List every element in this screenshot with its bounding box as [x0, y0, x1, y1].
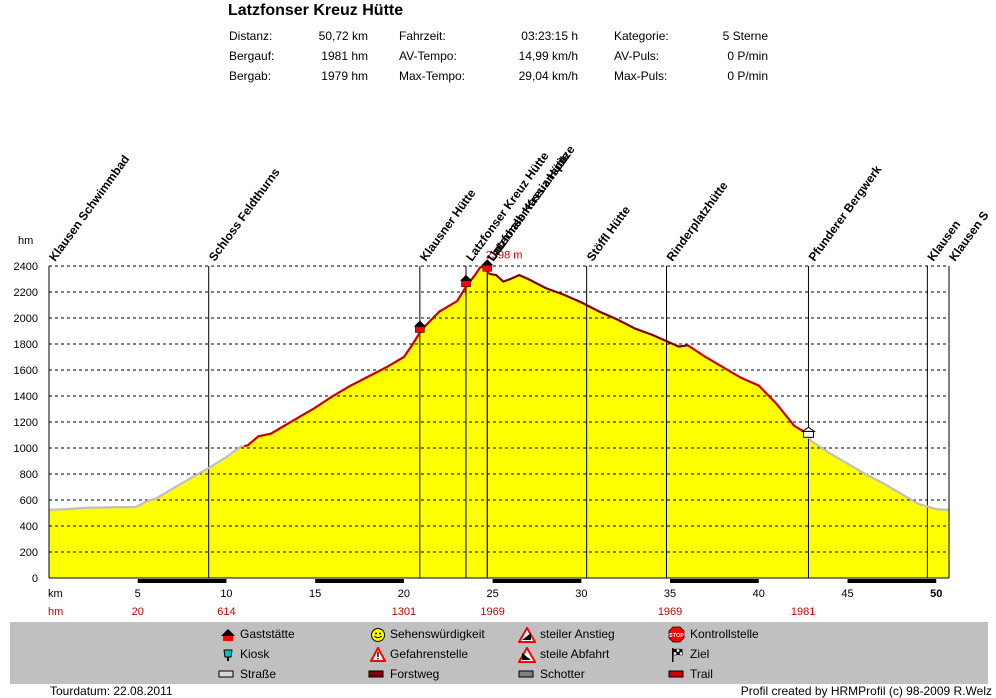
stat-label-avg-speed: AV-Tempo:: [399, 49, 457, 63]
surface-bar: [670, 579, 759, 583]
forstweg-icon: [368, 670, 384, 678]
legend: Gaststätte Kiosk Straße Sehenswürdigkeit…: [10, 622, 988, 684]
x-tick-label: 45: [841, 588, 853, 600]
legend-label-kiosk: Kiosk: [240, 647, 270, 661]
y-tick-label: 600: [20, 495, 38, 507]
stat-label-time: Fahrzeit:: [399, 29, 446, 43]
legend-label-strasse: Straße: [240, 667, 277, 681]
hm-row-value: 614: [217, 606, 235, 618]
surface-bar: [847, 579, 937, 583]
legend-label-sehenswuerdigkeit: Sehenswürdigkeit: [390, 627, 485, 641]
y-tick-label: 0: [32, 573, 38, 585]
stat-value-time: 03:23:15 h: [521, 29, 578, 43]
y-tick-label: 1000: [14, 443, 38, 455]
legend-label-ziel: Ziel: [690, 647, 710, 661]
waypoint-label: Rinderplatzhütte: [664, 179, 731, 264]
segment-line: [804, 432, 950, 511]
surface-bar: [137, 579, 227, 583]
x-tick-label: 50: [930, 588, 942, 600]
hm-row-value: 1969: [658, 606, 682, 618]
legend-label-steile-abfahrt: steile Abfahrt: [540, 647, 610, 661]
kontrollstelle-icon: STOP: [668, 626, 685, 643]
y-tick-label: 1600: [14, 365, 38, 377]
waypoint-label: Schloss Feldthurns: [206, 165, 283, 264]
stat-value-avg-speed: 14,99 km/h: [518, 49, 578, 63]
stat-label-max-speed: Max-Tempo:: [399, 69, 466, 83]
y-tick-label: 400: [20, 521, 38, 533]
kiosk-icon: [223, 649, 233, 661]
x-tick-label: 40: [753, 588, 765, 600]
segment-line: [488, 272, 688, 348]
y-tick-label: 1800: [14, 339, 38, 351]
hm-row-value: 1981: [791, 606, 815, 618]
max-elevation-label: 2398 m: [486, 249, 523, 261]
tour-date: Tourdatum: 22.08.2011: [50, 684, 173, 698]
gefahrenstelle-icon: [370, 647, 386, 662]
legend-label-gefahrenstelle: Gefahrenstelle: [390, 647, 469, 661]
x-tick-label: 30: [575, 588, 587, 600]
x-axis-unit: km: [48, 588, 63, 600]
legend-label-forstweg: Forstweg: [390, 667, 440, 681]
x-tick-label: 35: [664, 588, 676, 600]
stat-value-max-pulse: 0 P/min: [727, 69, 768, 83]
stat-label-category: Kategorie:: [614, 29, 669, 43]
gaststaette-icon: [221, 629, 235, 641]
legend-label-trail: Trail: [690, 667, 713, 681]
y-tick-label: 1400: [14, 391, 38, 403]
steile-abfahrt-icon: [518, 647, 536, 663]
steiler-anstieg-icon: [518, 627, 536, 643]
y-axis-unit: hm: [18, 235, 33, 247]
ziel-icon: [672, 648, 683, 662]
svg-text:STOP: STOP: [669, 633, 684, 639]
y-tick-label: 2200: [14, 287, 38, 299]
credit-text: Profil created by HRMProfil (c) 98-2009 …: [740, 684, 992, 698]
legend-label-gaststaette: Gaststätte: [240, 627, 295, 641]
y-tick-label: 2000: [14, 313, 38, 325]
trail-icon: [668, 670, 684, 678]
stat-label-distance: Distanz:: [229, 29, 273, 43]
stat-value-category: 5 Sterne: [722, 29, 768, 43]
gaststaette-icon: [459, 274, 472, 288]
stat-value-descent: 1979 hm: [321, 69, 368, 83]
y-tick-label: 800: [20, 469, 38, 481]
stat-value-distance: 50,72 km: [318, 29, 368, 43]
stat-value-max-speed: 29,04 km/h: [518, 69, 578, 83]
stat-label-descent: Bergab:: [229, 69, 272, 83]
y-tick-label: 2400: [14, 261, 38, 273]
y-tick-label: 1200: [14, 417, 38, 429]
hm-row-value: 1301: [392, 606, 416, 618]
y-tick-label: 200: [20, 547, 38, 559]
legend-label-schotter: Schotter: [540, 667, 585, 681]
stat-label-ascent: Bergauf:: [229, 49, 275, 63]
gaststaette-icon: [481, 259, 494, 272]
chart-title: Latzfonser Kreuz Hütte: [228, 2, 404, 19]
segment-line: [687, 344, 806, 434]
stat-value-avg-pulse: 0 P/min: [727, 49, 768, 63]
legend-label-kontrollstelle: Kontrollstelle: [690, 627, 759, 641]
hm-row-label: hm: [48, 606, 63, 618]
x-tick-label: 10: [220, 588, 232, 600]
hm-row-value: 20: [132, 606, 144, 618]
sehenswuerdigkeit-icon: [371, 628, 385, 642]
gaststaette-icon: [413, 320, 426, 333]
elevation-profile-chart: 0 200 400 600 800 1000 1200 1400 1600 1800 2000 220…: [14, 143, 992, 618]
stat-label-avg-pulse: AV-Puls:: [614, 49, 660, 63]
x-tick-label: 5: [135, 588, 141, 600]
segment-line: [48, 445, 245, 511]
x-tick-label: 20: [398, 588, 410, 600]
x-tick-label: 15: [309, 588, 321, 600]
surface-bar: [315, 579, 404, 583]
legend-label-steiler-anstieg: steiler Anstieg: [540, 627, 615, 641]
x-tick-label: 25: [486, 588, 498, 600]
waypoint-label: Klausen Schwimmbad: [46, 152, 132, 263]
sehenswuerdigkeit-icon: [800, 426, 817, 438]
surface-bar: [492, 579, 582, 583]
waypoint-label: Pfunderer Bergwerk: [806, 162, 885, 263]
schotter-icon: [518, 670, 534, 678]
waypoint-label: Stöffl Hütte: [584, 203, 634, 264]
stat-label-max-pulse: Max-Puls:: [614, 69, 668, 83]
strasse-icon: [218, 670, 234, 678]
hm-row-value: 1969: [480, 606, 504, 618]
stat-value-ascent: 1981 hm: [321, 49, 368, 63]
